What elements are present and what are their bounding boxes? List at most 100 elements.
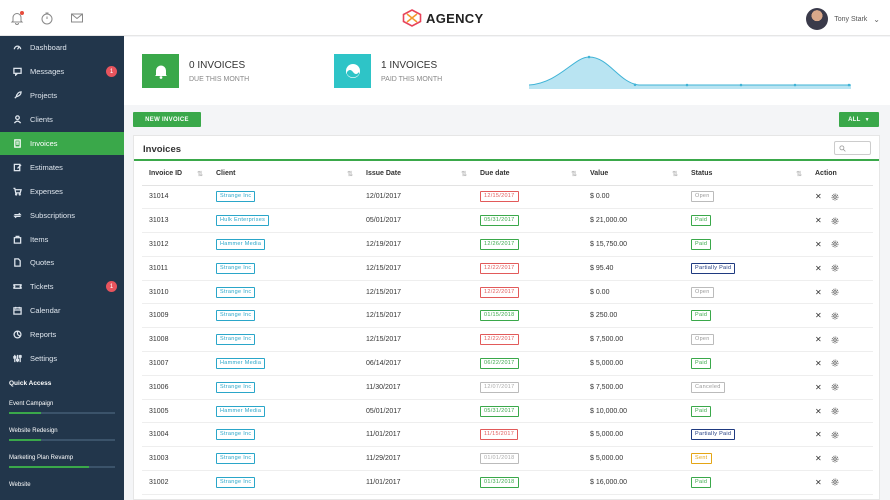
client-tag[interactable]: Strange Inc (216, 191, 256, 203)
gear-icon[interactable] (831, 288, 839, 296)
table-row[interactable]: 31010 Strange Inc 12/15/2017 12/22/2017 $ 0.… (142, 280, 873, 305)
row-actions: ✕ (815, 478, 873, 487)
sidebar-item-quotes[interactable]: Quotes (0, 251, 124, 275)
table-row[interactable]: 31011 Strange Inc 12/15/2017 12/22/2017 $ 95… (142, 256, 873, 281)
sort-icon[interactable]: ⇅ (347, 171, 353, 178)
sort-icon[interactable]: ⇅ (672, 171, 678, 178)
search-icon (839, 144, 846, 152)
sidebar-item-settings[interactable]: Settings (0, 347, 124, 371)
bell-icon[interactable] (10, 11, 24, 25)
new-invoice-button[interactable]: NEW INVOICE (133, 112, 201, 127)
client-tag[interactable]: Strange Inc (216, 476, 256, 488)
column-header-issue-date[interactable]: Issue Date ⇅ (359, 163, 473, 186)
close-icon[interactable]: ✕ (815, 216, 822, 226)
gear-icon[interactable] (831, 359, 839, 367)
close-icon[interactable]: ✕ (815, 287, 822, 297)
client-tag[interactable]: Hammer Media (216, 238, 266, 250)
status-badge: Paid (691, 476, 712, 488)
client-tag[interactable]: Hammer Media (216, 405, 266, 417)
stat-label: DUE THIS MONTH (189, 75, 250, 83)
gear-icon[interactable] (831, 312, 839, 320)
gear-icon[interactable] (831, 478, 839, 486)
column-header-client[interactable]: Client ⇅ (209, 163, 359, 186)
invoice-value-cell: $ 5,000.00 (583, 446, 684, 472)
close-icon[interactable]: ✕ (815, 335, 822, 345)
sidebar-item-reports[interactable]: Reports (0, 323, 124, 347)
sidebar-item-subscriptions[interactable]: Subscriptions (0, 203, 124, 227)
gear-icon[interactable] (831, 455, 839, 463)
avatar[interactable] (806, 8, 829, 30)
filter-dropdown[interactable]: ALL ▼ (839, 112, 879, 127)
sort-icon[interactable]: ⇅ (571, 171, 577, 178)
user-name[interactable]: Tony Stark (834, 15, 868, 23)
client-tag[interactable]: Hulk Enterprises (216, 215, 270, 227)
search-input[interactable] (834, 141, 871, 155)
close-icon[interactable]: ✕ (815, 192, 822, 202)
close-icon[interactable]: ✕ (815, 406, 822, 416)
client-tag[interactable]: Strange Inc (216, 310, 256, 322)
table-row[interactable]: 31004 Strange Inc 11/01/2017 11/15/2017 $ 5,… (142, 422, 873, 448)
table-row[interactable]: 31002 Strange Inc 11/01/2017 01/31/2018 $ 16… (142, 470, 873, 495)
sort-icon[interactable]: ⇅ (461, 171, 467, 178)
sort-icon[interactable]: ⇅ (197, 171, 203, 178)
gear-icon[interactable] (831, 431, 839, 439)
sidebar-item-expenses[interactable]: Expenses (0, 179, 124, 203)
sort-icon[interactable]: ⇅ (796, 171, 802, 178)
sidebar-item-invoices[interactable]: Invoices (0, 131, 124, 156)
client-tag[interactable]: Strange Inc (216, 453, 256, 465)
client-tag[interactable]: Strange Inc (216, 429, 256, 441)
gear-icon[interactable] (831, 336, 839, 344)
gear-icon[interactable] (831, 383, 839, 391)
table-row[interactable]: 31008 Strange Inc 12/15/2017 12/22/2017 $ 7,… (142, 327, 873, 353)
logo[interactable]: AGENCY (402, 9, 483, 27)
sidebar-item-estimates[interactable]: Estimates (0, 155, 124, 179)
table-row[interactable]: 31003 Strange Inc 11/29/2017 01/01/2018 $ 5,… (142, 446, 873, 472)
sidebar-item-projects[interactable]: Projects (0, 84, 124, 108)
mail-icon[interactable] (70, 11, 84, 25)
table-row[interactable]: 31013 Hulk Enterprises 05/01/2017 05/31/201… (142, 208, 873, 234)
table-row[interactable]: 31005 Hammer Media 05/01/2017 05/31/2017 $ 1… (142, 399, 873, 424)
timer-icon[interactable] (40, 11, 54, 25)
close-icon[interactable]: ✕ (815, 454, 822, 464)
column-header-value[interactable]: Value ⇅ (583, 163, 684, 186)
close-icon[interactable]: ✕ (815, 477, 822, 487)
sidebar-item-dashboard[interactable]: Dashboard (0, 36, 124, 60)
close-icon[interactable]: ✕ (815, 311, 822, 321)
close-icon[interactable]: ✕ (815, 430, 822, 440)
table-row[interactable]: 31012 Hammer Media 12/19/2017 12/26/2017 $ 1… (142, 232, 873, 257)
table-row[interactable]: 31006 Strange Inc 11/30/2017 12/07/2017 $ 7,… (142, 375, 873, 400)
client-tag[interactable]: Strange Inc (216, 334, 256, 346)
chevron-down-icon[interactable]: ⌄ (873, 14, 880, 24)
sidebar-item-tickets[interactable]: Tickets 1 (0, 275, 124, 299)
column-header-due-date[interactable]: Due date ⇅ (473, 163, 583, 186)
column-header-status[interactable]: Status ⇅ (684, 163, 808, 186)
quick-access-item[interactable]: Marketing Plan Revamp (0, 449, 124, 476)
client-tag[interactable]: Hammer Media (216, 357, 266, 369)
sidebar-item-clients[interactable]: Clients (0, 108, 124, 132)
table-row[interactable]: 31007 Hammer Media 06/14/2017 06/22/2017 $ 5… (142, 351, 873, 376)
gear-icon[interactable] (831, 217, 839, 225)
quick-access-item[interactable]: Event Campaign (0, 395, 124, 422)
gear-icon[interactable] (831, 193, 839, 201)
status-badge-cell: Paid (684, 208, 808, 234)
close-icon[interactable]: ✕ (815, 239, 822, 249)
table-row[interactable]: 31014 Strange Inc 12/01/2017 12/15/2017 $ 0.… (142, 185, 873, 210)
sidebar-item-messages[interactable]: Messages 1 (0, 60, 124, 84)
close-icon[interactable]: ✕ (815, 263, 822, 273)
row-actions: ✕ (815, 407, 873, 416)
gear-icon[interactable] (831, 264, 839, 272)
user-menu[interactable]: Tony Stark ⌄ (806, 8, 880, 30)
sidebar-item-calendar[interactable]: Calendar (0, 299, 124, 323)
client-tag[interactable]: Strange Inc (216, 381, 256, 393)
quick-access-item[interactable]: Website (0, 476, 124, 500)
column-header-invoice-id[interactable]: Invoice ID ⇅ (142, 163, 209, 186)
client-tag[interactable]: Strange Inc (216, 262, 256, 274)
gear-icon[interactable] (831, 240, 839, 248)
table-row[interactable]: 31009 Strange Inc 12/15/2017 01/15/2018 $ 25… (142, 303, 873, 329)
quick-access-item[interactable]: Website Redesign (0, 422, 124, 449)
sidebar-item-items[interactable]: Items (0, 227, 124, 251)
close-icon[interactable]: ✕ (815, 358, 822, 368)
close-icon[interactable]: ✕ (815, 382, 822, 392)
client-tag[interactable]: Strange Inc (216, 286, 256, 298)
gear-icon[interactable] (831, 407, 839, 415)
